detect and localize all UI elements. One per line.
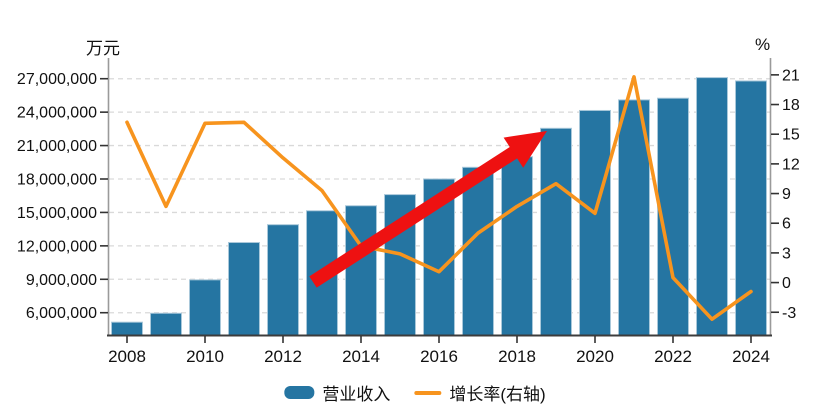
right-tick-label: 9	[782, 186, 791, 203]
revenue-bar-swatch	[284, 386, 315, 399]
legend-label-growth: 增长率(右轴)	[449, 385, 546, 404]
right-tick-label: 21	[782, 67, 800, 84]
bar-2008	[111, 321, 143, 336]
left-tick-label: 24,000,000	[17, 105, 97, 122]
trend-arrow-annotation	[309, 131, 547, 288]
left-tick-label: 27,000,000	[17, 71, 97, 88]
legend-item-growth[interactable]: 增长率(右轴)	[414, 380, 546, 405]
left-tick-label: 18,000,000	[17, 172, 97, 189]
revenue-bars	[111, 77, 767, 336]
bar-2014	[345, 205, 377, 336]
right-tick-label: 18	[782, 97, 800, 114]
left-axis-unit-label: 万元	[86, 39, 120, 58]
bar-2023	[696, 77, 728, 336]
bar-2011	[228, 242, 260, 336]
bar-2009	[150, 312, 182, 336]
axis-tick-labels: 6,000,000 9,000,000 12,000,000 15,000,000 18…	[17, 67, 800, 366]
right-tick-label: 12	[782, 156, 800, 173]
bar-2019	[540, 127, 572, 336]
bar-2024	[735, 80, 767, 336]
bar-2012	[267, 224, 299, 336]
arrow-shaft	[309, 144, 521, 288]
right-tick-label: 15	[782, 127, 800, 144]
legend-label-revenue: 营业收入	[322, 385, 391, 404]
bar-2018	[501, 156, 533, 336]
left-tick-label: 6,000,000	[26, 305, 97, 322]
right-axis-unit-label: %	[755, 35, 771, 54]
x-tick-label: 2008	[108, 347, 146, 366]
x-tick-label: 2020	[576, 347, 614, 366]
x-tick-label: 2016	[420, 347, 458, 366]
x-tick-label: 2024	[732, 347, 770, 366]
x-tick-label: 2012	[264, 347, 302, 366]
left-tick-label: 21,000,000	[17, 138, 97, 155]
arrow-head	[503, 131, 547, 168]
bar-2017	[462, 166, 494, 336]
right-tick-label: -3	[782, 305, 796, 322]
left-tick-label: 15,000,000	[17, 205, 97, 222]
axes	[100, 58, 779, 343]
bar-2010	[189, 279, 221, 336]
left-tick-label: 12,000,000	[17, 238, 97, 255]
right-tick-label: 6	[782, 216, 791, 233]
legend-item-revenue[interactable]: 营业收入	[284, 380, 390, 405]
growth-line-swatch	[414, 390, 442, 395]
right-tick-label: 0	[782, 275, 791, 292]
x-tick-label: 2022	[654, 347, 692, 366]
x-tick-label: 2010	[186, 347, 224, 366]
left-tick-label: 9,000,000	[26, 272, 97, 289]
right-tick-label: 3	[782, 245, 791, 262]
x-tick-label: 2018	[498, 347, 536, 366]
bar-2020	[579, 109, 611, 336]
x-tick-label: 2014	[342, 347, 380, 366]
legend: 营业收入 增长率(右轴)	[284, 380, 546, 405]
growth-line-path	[125, 75, 753, 322]
growth-line	[125, 75, 753, 322]
